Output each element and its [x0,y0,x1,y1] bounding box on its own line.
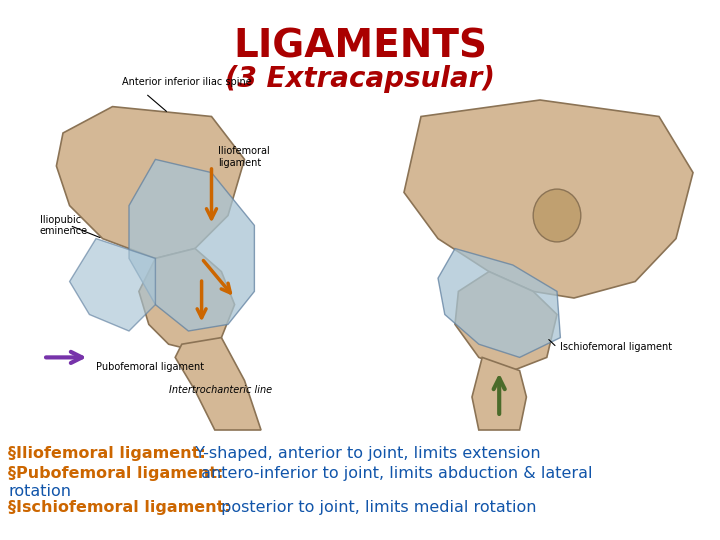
Polygon shape [404,100,693,298]
Text: §Iliofemoral ligament:: §Iliofemoral ligament: [8,446,206,461]
Polygon shape [438,248,560,357]
Text: Iliopubic
eminence: Iliopubic eminence [40,214,88,236]
Ellipse shape [534,189,581,242]
Text: Pubofemoral ligament: Pubofemoral ligament [96,362,204,372]
Text: (3 Extracapsular): (3 Extracapsular) [225,65,495,93]
Polygon shape [70,239,156,331]
Text: Y-shaped, anterior to joint, limits extension: Y-shaped, anterior to joint, limits exte… [185,446,541,461]
Text: §Ischiofemoral ligament:: §Ischiofemoral ligament: [8,500,230,515]
Text: Iliofemoral
ligament: Iliofemoral ligament [218,146,270,168]
Text: §Pubofemoral ligament:: §Pubofemoral ligament: [8,466,223,481]
Polygon shape [472,357,526,430]
Text: posterior to joint, limits medial rotation: posterior to joint, limits medial rotati… [216,500,536,515]
Polygon shape [139,248,235,351]
Text: Anterior inferior iliac spine: Anterior inferior iliac spine [122,77,252,87]
Polygon shape [129,159,254,331]
Polygon shape [455,272,557,370]
Text: Intertrochanteric line: Intertrochanteric line [168,386,271,395]
Text: LIGAMENTS: LIGAMENTS [233,28,487,66]
Polygon shape [175,338,261,430]
Text: Ischiofemoral ligament: Ischiofemoral ligament [560,342,672,353]
Text: antero-inferior to joint, limits abduction & lateral: antero-inferior to joint, limits abducti… [196,466,593,481]
Text: rotation: rotation [8,484,71,499]
Polygon shape [56,106,245,259]
